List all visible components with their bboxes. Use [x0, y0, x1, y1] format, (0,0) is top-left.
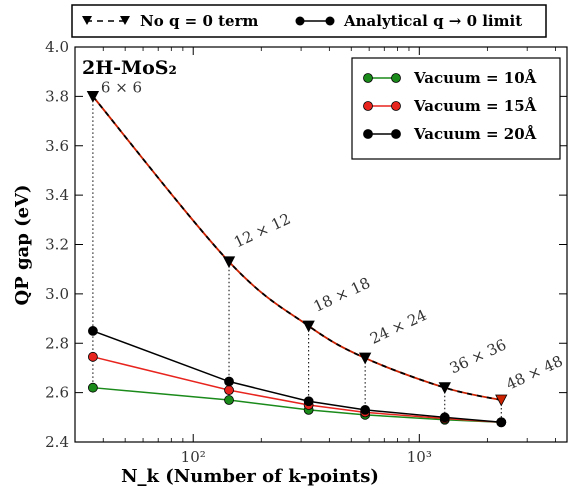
- data-point: [224, 395, 234, 405]
- series-layer: [86, 90, 508, 428]
- data-point: [439, 412, 450, 423]
- legend-marker-icon: [363, 73, 373, 83]
- legend-label: Vacuum = 20Å: [413, 125, 537, 143]
- data-point: [88, 351, 98, 362]
- y-axis-label: QP gap (eV): [12, 184, 33, 305]
- axis-ticks: 2.4 2.6 2.8 3.0 3.2 3.4 3.6 3.8 4.0 10² 10³: [45, 38, 567, 466]
- legend-marker-icon: [363, 129, 373, 139]
- data-point: [303, 396, 314, 407]
- point-label: 6 × 6: [101, 78, 142, 96]
- x-tick-label: 10²: [181, 448, 206, 466]
- legend-marker-icon: [363, 101, 373, 111]
- legend-label: Vacuum = 10Å: [413, 69, 537, 87]
- chart-title: 2H-MoS₂: [82, 57, 177, 79]
- data-point: [88, 382, 98, 393]
- inner-legend: Vacuum = 10Å Vacuum = 15Å Vacuum = 20Å: [351, 57, 561, 160]
- data-point: [496, 417, 507, 428]
- y-tick-label: 3.6: [45, 137, 69, 155]
- circle-marker-icon: [325, 16, 335, 26]
- series-line-vacuum-0: [92, 386, 502, 423]
- triangle-data-point: [438, 382, 451, 395]
- x-axis-label: N_k (Number of k-points): [121, 466, 379, 487]
- triangle-marker-icon: [82, 16, 92, 25]
- triangle-data-point: [358, 352, 372, 365]
- series-line-vacuum-2: [92, 330, 502, 423]
- legend-marker-icon: [391, 129, 401, 139]
- series-curve-no-q: [92, 95, 502, 401]
- triangle-data-point: [222, 256, 236, 269]
- top-legend-item-analytical: Analytical q → 0 limit: [295, 12, 522, 30]
- y-tick-label: 3.2: [45, 236, 69, 254]
- triangle-data-point: [302, 320, 315, 333]
- triangle-marker-icon: [120, 16, 130, 25]
- y-tick-label: 2.4: [45, 433, 69, 451]
- top-legend-label-analytical: Analytical q → 0 limit: [343, 12, 522, 30]
- x-tick-label: 10³: [407, 448, 432, 466]
- y-tick-label: 2.8: [45, 334, 69, 352]
- y-tick-label: 2.6: [45, 384, 69, 402]
- y-tick-label: 3.8: [45, 87, 69, 105]
- series-line-vacuum-1: [92, 356, 502, 423]
- data-point: [224, 385, 234, 396]
- data-point: [88, 326, 98, 336]
- legend-marker-icon: [391, 101, 401, 111]
- top-legend: No q = 0 term Analytical q → 0 limit: [71, 4, 547, 38]
- top-legend-label-no-q: No q = 0 term: [140, 12, 258, 30]
- data-point: [224, 376, 234, 387]
- y-tick-label: 3.0: [45, 285, 69, 303]
- circle-marker-icon: [295, 16, 305, 26]
- legend-marker-icon: [391, 73, 401, 83]
- top-legend-item-dashed: No q = 0 term: [82, 12, 258, 30]
- y-tick-label: 4.0: [45, 38, 69, 56]
- triangle-data-point: [86, 90, 100, 103]
- y-tick-label: 3.4: [45, 186, 69, 204]
- triangle-data-point: [495, 394, 508, 407]
- legend-label: Vacuum = 15Å: [413, 97, 537, 115]
- data-point: [360, 405, 371, 415]
